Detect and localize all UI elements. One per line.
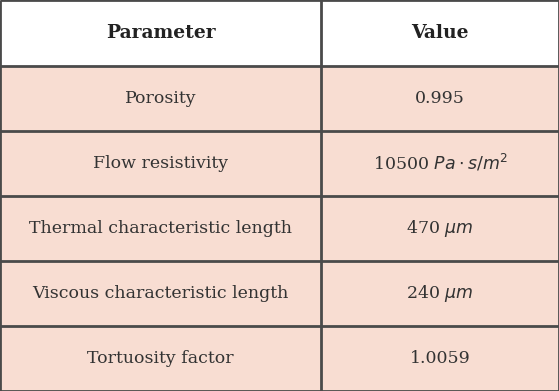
Text: 470 $\mu m$: 470 $\mu m$ <box>406 218 474 239</box>
Text: Porosity: Porosity <box>125 90 197 107</box>
Bar <box>321 0 559 66</box>
Text: 0.995: 0.995 <box>415 90 465 107</box>
Bar <box>321 196 559 261</box>
Text: Viscous characteristic length: Viscous characteristic length <box>32 285 289 302</box>
Bar <box>321 66 559 131</box>
Text: Value: Value <box>411 24 469 42</box>
Bar <box>0 326 321 391</box>
Bar <box>321 131 559 196</box>
Bar <box>321 326 559 391</box>
Text: Parameter: Parameter <box>106 24 216 42</box>
Bar <box>321 261 559 326</box>
Text: Tortuosity factor: Tortuosity factor <box>87 350 234 367</box>
Bar <box>0 196 321 261</box>
Bar <box>0 66 321 131</box>
Bar <box>0 0 321 66</box>
Bar <box>0 261 321 326</box>
Text: Flow resistivity: Flow resistivity <box>93 155 228 172</box>
Text: 1.0059: 1.0059 <box>410 350 471 367</box>
Bar <box>0 131 321 196</box>
Text: Thermal characteristic length: Thermal characteristic length <box>29 220 292 237</box>
Text: 240 $\mu m$: 240 $\mu m$ <box>406 283 474 304</box>
Text: 10500 $Pa \cdot s/m^2$: 10500 $Pa \cdot s/m^2$ <box>372 153 508 174</box>
